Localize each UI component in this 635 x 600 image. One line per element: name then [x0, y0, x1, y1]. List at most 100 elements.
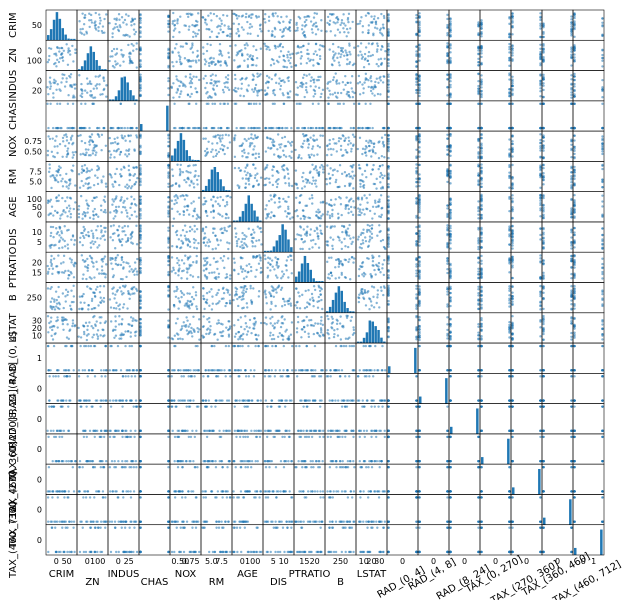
scatter-point — [105, 13, 108, 16]
scatter-point — [539, 43, 542, 46]
scatter-point — [387, 227, 390, 230]
scatter-point — [415, 13, 418, 17]
scatter-point — [601, 257, 604, 260]
scatter-point — [139, 183, 142, 187]
hist-bar — [228, 190, 231, 192]
scatter-point — [511, 163, 514, 167]
scatter-point — [204, 244, 207, 247]
scatter-point — [418, 91, 421, 95]
scatter-point — [446, 169, 449, 173]
scatter-point — [304, 134, 308, 137]
scatter-point — [446, 32, 449, 35]
scatter-point — [288, 154, 291, 158]
scatter-point — [347, 207, 351, 211]
cell-frame — [541, 130, 574, 162]
scatter-point — [387, 204, 390, 207]
scatter-point — [308, 59, 311, 63]
scatter-point — [376, 27, 379, 30]
cell-6-12 — [417, 191, 450, 223]
scatter-point — [227, 88, 231, 92]
scatter-point — [330, 256, 333, 259]
scatter-point — [60, 231, 64, 235]
scatter-point — [170, 256, 174, 259]
scatter-point — [64, 211, 67, 214]
scatter-point — [287, 79, 290, 83]
scatter-point — [232, 257, 236, 260]
scatter-point — [446, 23, 449, 27]
scatter-point — [314, 50, 317, 53]
scatter-point — [542, 22, 545, 25]
scatter-point — [98, 135, 101, 138]
scatter-point — [247, 179, 250, 182]
scatter-point — [379, 194, 383, 197]
scatter-point — [337, 185, 340, 189]
scatter-point — [364, 46, 368, 49]
scatter-point — [601, 238, 604, 241]
scatter-point — [542, 231, 545, 234]
scatter-point — [181, 228, 185, 232]
scatter-point — [331, 42, 335, 46]
scatter-point — [196, 183, 199, 186]
cell-0-2 — [107, 9, 140, 41]
scatter-point — [61, 238, 65, 241]
scatter-point — [379, 48, 383, 51]
scatter-point — [53, 81, 56, 85]
scatter-point — [542, 216, 545, 220]
scatter-point — [511, 176, 514, 179]
scatter-point — [255, 56, 259, 60]
scatter-point — [418, 34, 421, 37]
scatter-point — [72, 83, 76, 86]
scatter-point — [246, 53, 249, 56]
scatter-point — [299, 217, 302, 220]
scatter-point — [601, 102, 604, 106]
scatter-point — [186, 256, 190, 259]
scatter-point — [50, 285, 53, 289]
scatter-point — [327, 256, 331, 259]
scatter-point — [249, 54, 252, 57]
scatter-point — [217, 80, 221, 83]
scatter-point — [290, 184, 294, 188]
scatter-point — [227, 51, 230, 55]
scatter-point — [511, 259, 514, 262]
scatter-point — [480, 177, 483, 180]
scatter-point — [60, 52, 63, 56]
scatter-point — [383, 156, 386, 159]
scatter-point — [139, 17, 142, 20]
scatter-point — [508, 186, 511, 189]
scatter-point — [318, 210, 322, 214]
scatter-point — [197, 241, 200, 245]
scatter-point — [96, 164, 99, 168]
scatter-point — [368, 235, 372, 238]
scatter-point — [86, 169, 89, 172]
cell-1-9 — [324, 39, 357, 71]
scatter-point — [275, 264, 278, 267]
scatter-point — [65, 43, 68, 46]
scatter-point — [415, 214, 418, 218]
scatter-point — [120, 168, 123, 171]
scatter-point — [260, 88, 263, 92]
scatter-point — [449, 26, 452, 30]
scatter-point — [351, 133, 355, 136]
scatter-point — [368, 193, 371, 196]
cell-frame — [138, 221, 171, 253]
scatter-point — [352, 200, 355, 203]
cell-3-6 — [231, 100, 264, 132]
scatter-point — [139, 179, 142, 183]
scatter-point — [601, 227, 604, 230]
cell-2-12 — [417, 70, 450, 102]
cell-5-9 — [324, 161, 357, 192]
scatter-point — [227, 247, 230, 251]
hist-bar — [132, 95, 135, 101]
scatter-point — [109, 174, 113, 177]
scatter-point — [359, 208, 362, 211]
scatter-point — [268, 181, 271, 184]
scatter-point — [256, 72, 259, 75]
scatter-point — [387, 209, 390, 212]
scatter-point — [139, 89, 142, 92]
scatter-point — [446, 54, 449, 58]
scatter-point — [197, 275, 200, 279]
hist-bar — [185, 150, 188, 162]
scatter-point — [237, 22, 241, 26]
scatter-point — [280, 15, 283, 19]
scatter-point — [48, 46, 51, 50]
